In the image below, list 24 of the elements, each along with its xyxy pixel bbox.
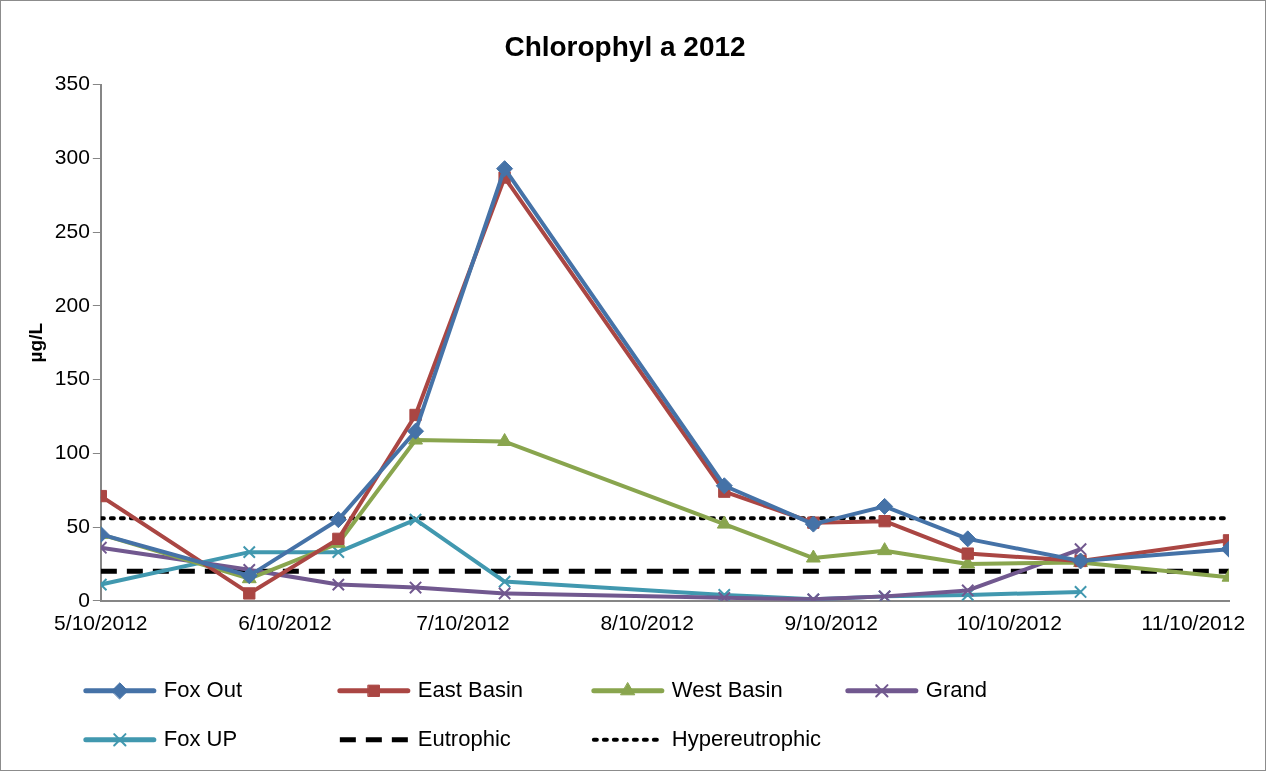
legend-label: West Basin — [671, 676, 783, 702]
legend-label: Hypereutrophic — [671, 725, 822, 751]
y-tick-label: 150 — [54, 366, 90, 390]
legend-label: Grand — [925, 676, 987, 702]
x-tick-label: 8/10/2012 — [600, 611, 694, 635]
legend-label: Fox UP — [163, 725, 238, 751]
legend-label: East Basin — [417, 676, 524, 702]
legend-label: Eutrophic — [417, 725, 511, 751]
y-axis-title: µg/L — [24, 322, 46, 363]
y-tick-label: 100 — [54, 440, 90, 464]
x-tick-label: 10/10/2012 — [956, 611, 1062, 635]
x-tick-label: 9/10/2012 — [784, 611, 878, 635]
x-tick-label: 7/10/2012 — [416, 611, 510, 635]
y-tick-label: 50 — [66, 513, 90, 537]
chart-title: Chlorophyl a 2012 — [504, 30, 746, 62]
x-tick-label: 11/10/2012 — [1141, 611, 1246, 635]
y-tick-label: 250 — [54, 218, 90, 242]
y-tick-label: 200 — [54, 292, 90, 316]
y-tick-label: 0 — [78, 587, 90, 611]
x-tick-label: 6/10/2012 — [238, 611, 332, 635]
y-tick-label: 300 — [54, 145, 90, 169]
x-tick-label: 5/10/2012 — [54, 611, 148, 635]
y-tick-label: 350 — [54, 71, 90, 95]
legend-label: Fox Out — [163, 676, 243, 702]
